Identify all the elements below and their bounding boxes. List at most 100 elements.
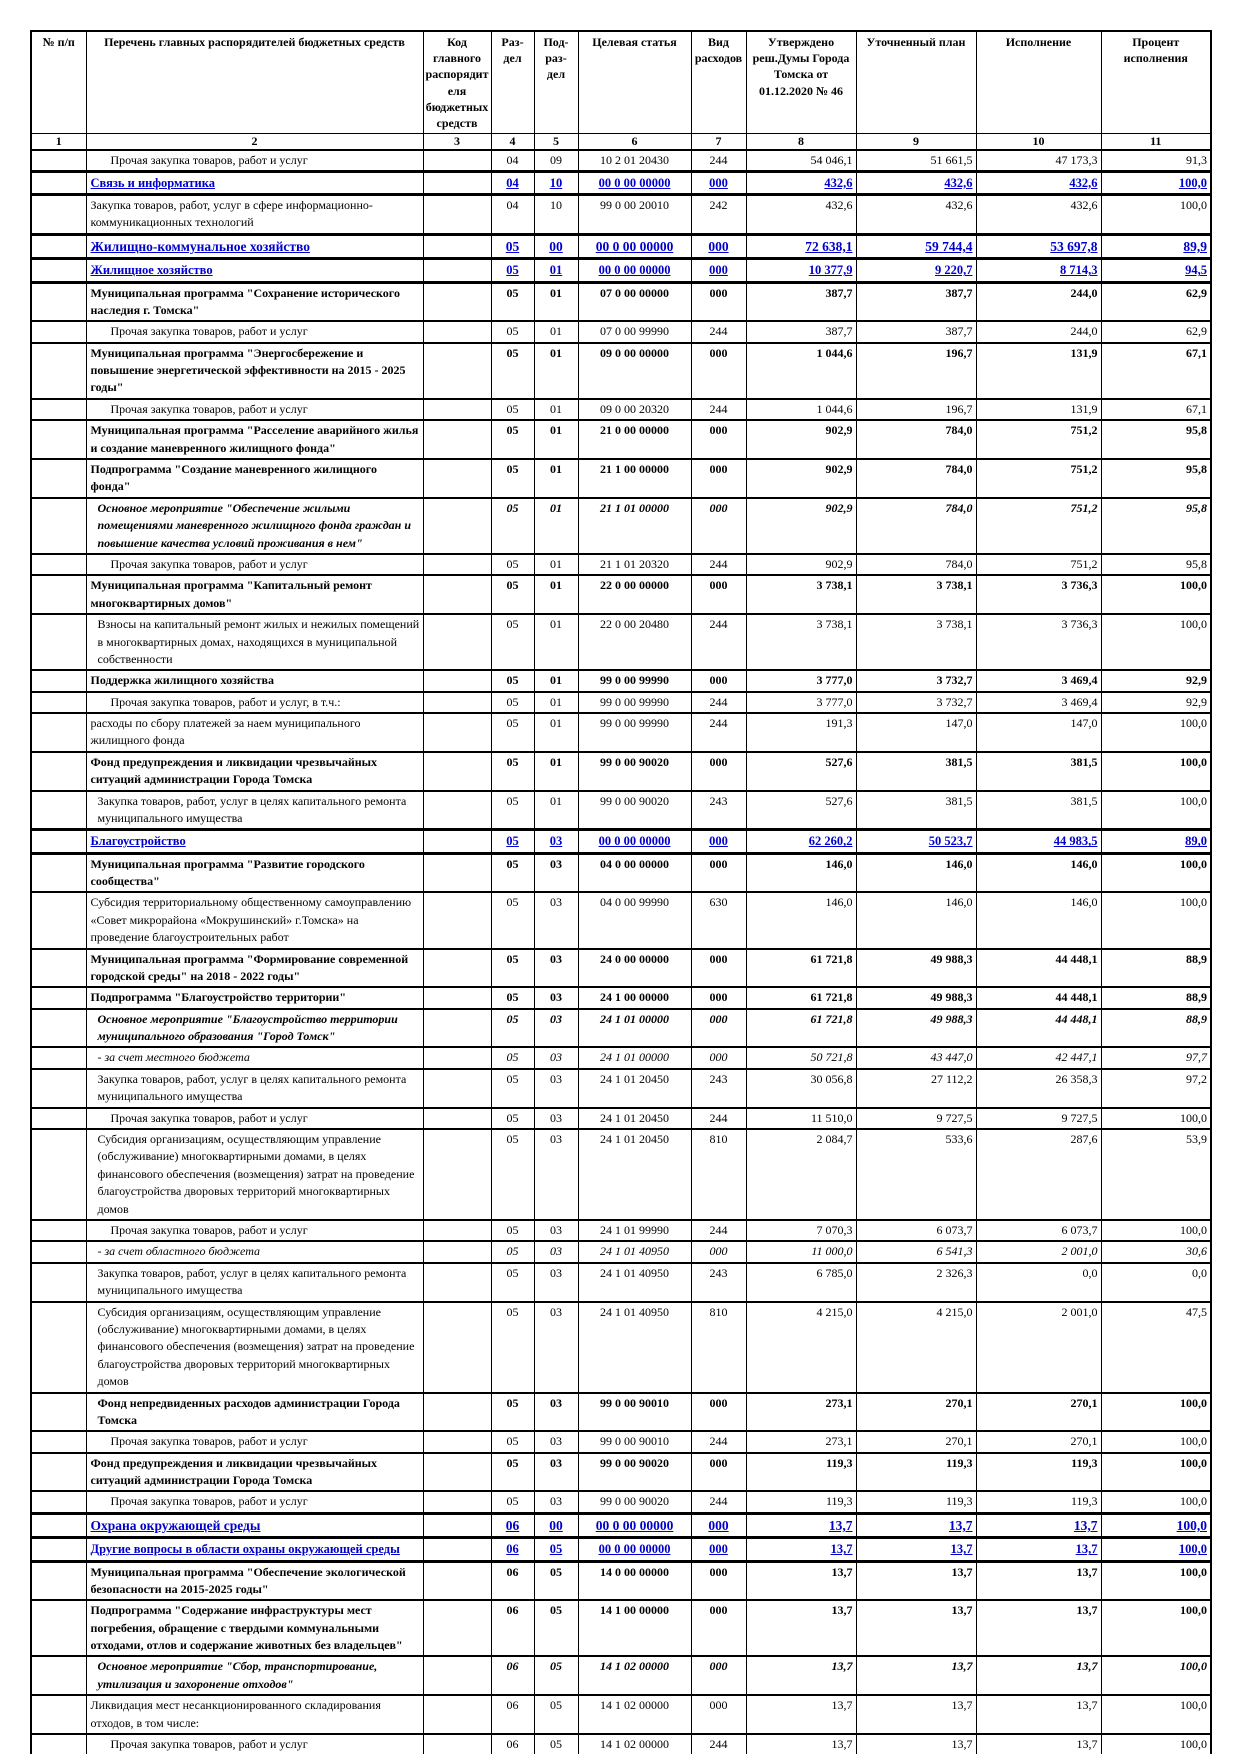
cell-approved: 11 510,0 [745, 1106, 857, 1130]
cell-razdel: 05 [490, 574, 535, 615]
cell-num [30, 193, 87, 235]
cell-code [422, 1733, 492, 1754]
table-row: Субсидия территориальному общественному … [30, 891, 1212, 950]
cell-executed: 131,9 [975, 397, 1102, 421]
cell-plan: 13,7 [855, 1655, 977, 1696]
cell-expense-type: 244 [690, 712, 747, 753]
cell-podrazdel: 03 [533, 1300, 579, 1393]
cell-num [30, 257, 87, 284]
cell-code [422, 1599, 492, 1657]
cell-percent: 88,9 [1100, 947, 1212, 988]
cell-num [30, 552, 87, 576]
cell-target-article: 14 1 02 00000 [577, 1655, 692, 1696]
cell-approved: 902,9 [745, 496, 857, 555]
cell-name: Ликвидация мест несанкционированного скл… [85, 1694, 424, 1735]
cell-executed: 432,6 [975, 193, 1102, 235]
cell-target-article: 99 0 00 99990 [577, 712, 692, 753]
cell-plan: 6 073,7 [855, 1218, 977, 1242]
cell-razdel: 05 [490, 419, 535, 460]
cell-executed: 47 173,3 [975, 148, 1102, 172]
cell-razdel: 05 [490, 341, 535, 400]
cell-podrazdel: 03 [533, 1046, 579, 1070]
cell-percent: 62,9 [1100, 280, 1212, 322]
cell-plan: 13,7 [855, 1560, 977, 1601]
cell-executed: 3 736,3 [975, 613, 1102, 671]
cell-razdel: 06 [490, 1655, 535, 1696]
cell-num [30, 1067, 87, 1109]
cell-executed: 26 358,3 [975, 1067, 1102, 1109]
cell-num [30, 1218, 87, 1242]
cell-plan: 43 447,0 [855, 1046, 977, 1070]
cell-percent: 100,0 [1100, 1218, 1212, 1242]
cell-num [30, 1490, 87, 1514]
cell-executed: 381,5 [975, 789, 1102, 831]
cell-executed: 2 001,0 [975, 1300, 1102, 1393]
cell-expense-type: 000 [690, 1451, 747, 1492]
cell-approved: 273,1 [745, 1391, 857, 1432]
table-row: Закупка товаров, работ, услуг в сфере ин… [30, 193, 1212, 235]
cell-target-article: 04 0 00 99990 [577, 891, 692, 950]
cell-expense-type: 244 [690, 148, 747, 172]
cell-num [30, 986, 87, 1010]
cell-razdel: 05 [490, 891, 535, 950]
cell-plan: 13,7 [855, 1511, 977, 1540]
cell-percent: 100,0 [1100, 1490, 1212, 1514]
cell-expense-type: 244 [690, 552, 747, 576]
cell-plan: 784,0 [855, 552, 977, 576]
table-row: Жилищно-коммунальное хозяйство 05 00 00 0 0… [30, 232, 1212, 261]
cell-approved: 72 638,1 [745, 232, 857, 261]
cell-name: Прочая закупка товаров, работ и услуг [85, 1490, 424, 1514]
cell-expense-type: 244 [690, 1733, 747, 1754]
cell-percent: 88,9 [1100, 986, 1212, 1010]
cell-target-article: 99 0 00 99990 [577, 690, 692, 714]
table-row: расходы по сбору платежей за наем муници… [30, 712, 1212, 753]
column-header-name: Перечень главных распорядителей бюджетны… [85, 30, 424, 135]
cell-num [30, 852, 87, 893]
cell-expense-type: 000 [690, 986, 747, 1010]
cell-num [30, 1560, 87, 1601]
cell-target-article: 24 1 00 00000 [577, 986, 692, 1010]
cell-num [30, 1451, 87, 1492]
cell-razdel: 04 [490, 148, 535, 172]
cell-target-article: 22 0 00 00000 [577, 574, 692, 615]
cell-num [30, 891, 87, 950]
table-row: - за счет местного бюджета 05 03 24 1 01 00… [30, 1046, 1212, 1070]
cell-num [30, 750, 87, 792]
column-header-expense-type: Вид расходов [690, 30, 747, 135]
cell-code [422, 1240, 492, 1264]
cell-plan: 13,7 [855, 1733, 977, 1754]
cell-executed: 244,0 [975, 280, 1102, 322]
cell-approved: 13,7 [745, 1694, 857, 1735]
cell-executed: 244,0 [975, 320, 1102, 344]
cell-code [422, 669, 492, 693]
cell-plan: 270,1 [855, 1391, 977, 1432]
cell-name: Фонд предупреждения и ликвидации чрезвыч… [85, 1451, 424, 1492]
cell-percent: 100,0 [1100, 1511, 1212, 1540]
cell-plan: 270,1 [855, 1430, 977, 1454]
table-row: Прочая закупка товаров, работ и услуг 05 0… [30, 1218, 1212, 1242]
cell-num [30, 1240, 87, 1264]
cell-approved: 7 070,3 [745, 1218, 857, 1242]
table-body: Прочая закупка товаров, работ и услуг 04 0… [30, 148, 1212, 1754]
cell-razdel: 05 [490, 1391, 535, 1432]
cell-executed: 119,3 [975, 1490, 1102, 1514]
cell-num [30, 574, 87, 615]
cell-expense-type: 000 [690, 947, 747, 988]
cell-executed: 6 073,7 [975, 1218, 1102, 1242]
cell-razdel: 06 [490, 1560, 535, 1601]
cell-expense-type: 810 [690, 1128, 747, 1221]
cell-podrazdel: 05 [533, 1560, 579, 1601]
cell-razdel: 05 [490, 1261, 535, 1303]
cell-plan: 784,0 [855, 419, 977, 460]
cell-code [422, 320, 492, 344]
table-row: Основное мероприятие "Обеспечение жилыми… [30, 496, 1212, 555]
cell-plan: 3 738,1 [855, 613, 977, 671]
cell-percent: 100,0 [1100, 750, 1212, 792]
cell-podrazdel: 00 [533, 232, 579, 261]
table-row: Субсидия организациям, осуществляющим уп… [30, 1300, 1212, 1393]
cell-percent: 88,9 [1100, 1007, 1212, 1048]
cell-razdel: 06 [490, 1694, 535, 1735]
column-header-code: Код главного распорядителя бюджетных сре… [422, 30, 492, 135]
table-row: Закупка товаров, работ, услуг в целях ка… [30, 789, 1212, 831]
